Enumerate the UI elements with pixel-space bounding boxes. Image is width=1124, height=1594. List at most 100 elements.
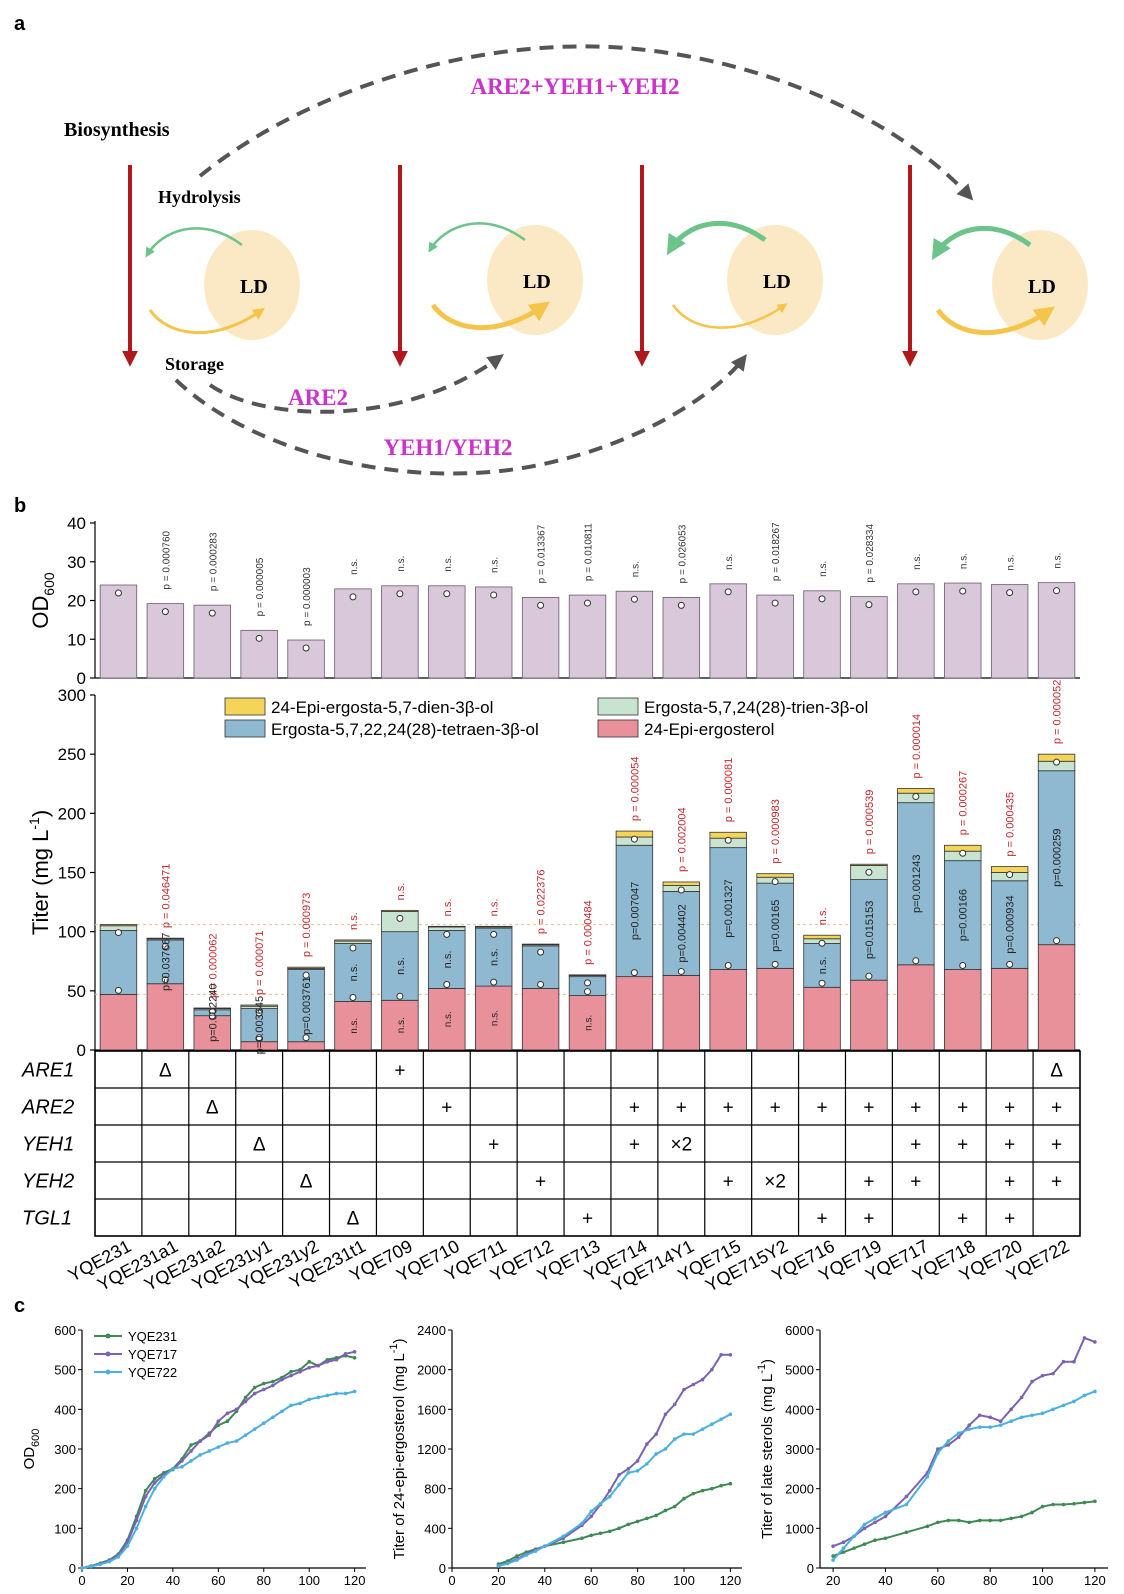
od600-bar [615,590,654,679]
data-point [818,979,826,987]
series-line [81,1354,355,1569]
storage-arrow [671,303,788,329]
data-point [584,979,591,987]
od600-bar [334,588,372,679]
genotype-table: ARE1 Δ + Δ ARE2 Δ + + + + + + + + + + + YEH1 Δ + + ×2 + + + + YEH2… [21,1050,1081,1237]
series-point [234,1407,239,1412]
y-axis-label-sub: 600 [30,1429,42,1447]
titer-bar-segment [474,925,513,928]
series-point [1082,1336,1087,1340]
x-tick-label: 0 [78,1573,85,1588]
data-point [396,992,404,1000]
data-point [865,601,873,609]
titer-blue-annotation: n.s. [395,957,407,975]
titer-bar-segment [803,934,841,940]
titer-blue-annotation: n.s. [817,957,829,975]
data-point [114,929,122,937]
od600-annotation: p = 0.000283 [208,532,219,591]
y-tick-label: 800 [424,1482,446,1497]
series-point [216,1445,221,1449]
storage-arrow [935,306,1055,335]
series-point [143,1494,148,1499]
titer-blue-annotation: p=0.001327 [723,879,735,937]
gene-label: ARE1 [21,1060,74,1082]
x-tick-label: 0 [448,1573,455,1588]
series-point [977,1518,982,1523]
series-point [180,1465,184,1469]
titer-blue-annotation: p=0.000259 [1052,828,1064,886]
pathway-unit-4: LD [902,165,1088,367]
series-point [152,1476,157,1481]
series-point [936,1447,940,1451]
titer-total-annotation: p = 0.022376 [536,870,548,935]
series-point [307,1365,312,1370]
series-point [207,1449,212,1453]
y-tick-label: 0 [77,669,86,688]
data-point [208,609,216,617]
series-point [654,1513,658,1518]
dashed-arrow-yeh [174,354,747,476]
od600-bar [662,597,701,679]
titer-total-annotation: n.s. [817,907,829,925]
titer-bar-segment [615,976,654,1051]
gene-label: YEH1 [22,1134,74,1156]
panel-a-label: a [14,13,26,35]
y-axis-label-part: ) [391,1339,408,1344]
titer-bar-segment [428,930,466,989]
series-point [189,1443,193,1447]
genotype-cell: + [1051,1098,1062,1119]
titer-bar-segment [521,943,560,946]
titer-bar-segment [897,964,935,1051]
y-tick-label: 0 [77,1041,86,1060]
series-point [862,1526,867,1531]
od600-bar [756,594,794,679]
series-point [580,1521,584,1526]
series-point [352,1350,357,1354]
y-axis-label-part: ) [28,810,53,817]
od600-annotation: n.s. [912,554,923,570]
genotype-cell: + [488,1135,499,1156]
y-axis-label-part: Titer of late sterols (mg L [759,1374,776,1539]
data-point [302,644,310,652]
series-point [925,1474,930,1479]
series-point [1061,1502,1066,1507]
y-tick-label: 6000 [785,1323,814,1338]
series-point [1082,1393,1087,1398]
od600-bar [521,597,560,679]
series-point [1040,1373,1045,1378]
series-line [832,1336,1096,1548]
titer-blue-annotation: p=0.007047 [629,882,641,940]
series-point [271,1415,275,1420]
series-point [719,1483,723,1488]
label-yeh1-yeh2: YEH1/YEH2 [383,435,512,460]
series-point [682,1496,686,1501]
label-hydrolysis: Hydrolysis [158,187,241,207]
series-point [198,1439,202,1443]
series-point [617,1482,621,1487]
y-tick-label: 2400 [417,1323,446,1338]
y-axis-label: OD600 [21,1429,42,1470]
data-point [771,960,779,968]
series-line [81,1390,355,1569]
series-point [116,1555,121,1559]
series-point [589,1533,593,1538]
x-tick-label: 60 [931,1573,945,1588]
od600-annotation: n.s. [443,556,454,572]
y-tick-label: 100 [54,1521,76,1536]
series-point [171,1467,175,1471]
series-point [515,1558,519,1562]
series-point [1093,1340,1097,1344]
y-tick-label: 250 [58,745,86,764]
series-point [1072,1501,1076,1506]
series-point [831,1558,835,1562]
titer-bar-segment [568,974,607,976]
series-point [343,1391,348,1396]
y-tick-label: 20 [67,592,86,611]
y-tick-label: 50 [67,982,86,1001]
genotype-cell: + [394,1061,405,1082]
series-point [710,1367,714,1372]
y-tick-label: 400 [424,1521,446,1536]
x-tick-label: 20 [120,1573,134,1588]
titer-total-annotation: p = 0.000081 [723,758,735,823]
data-point [396,590,404,598]
